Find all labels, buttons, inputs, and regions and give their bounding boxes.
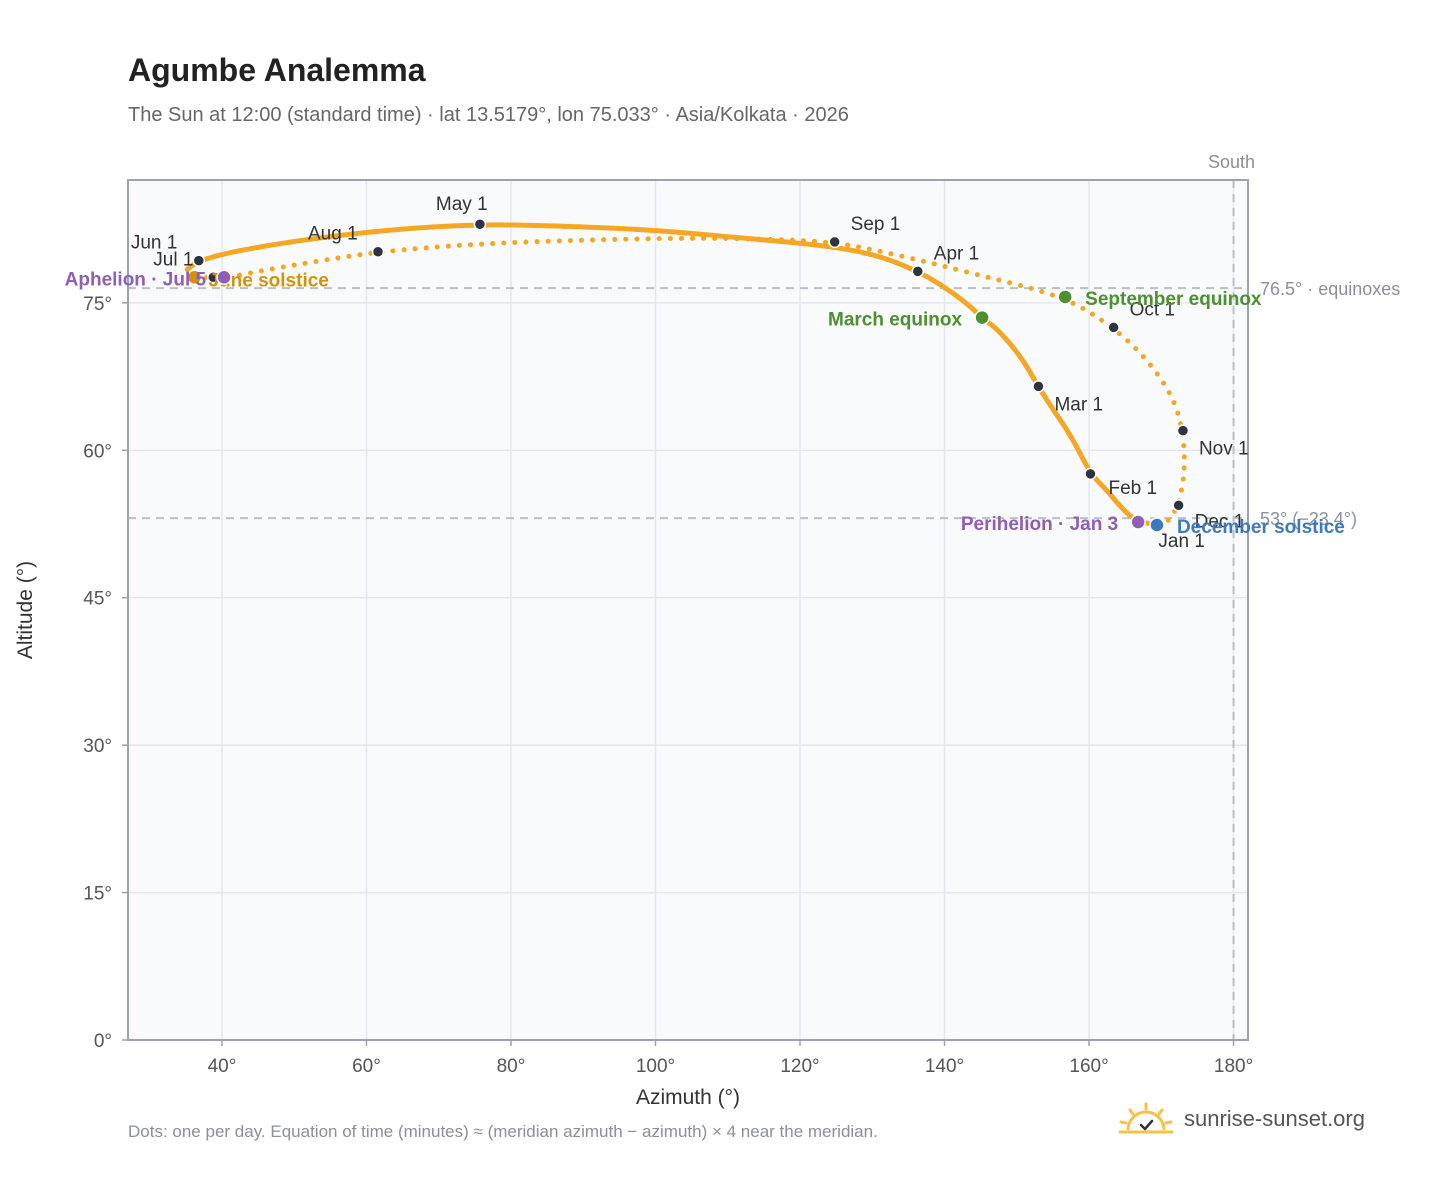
x-tick-label: 140° <box>925 1056 964 1077</box>
month-marker <box>473 217 487 231</box>
event-marker <box>216 269 232 286</box>
x-tick-label: 100° <box>636 1056 675 1077</box>
month-marker <box>1107 321 1120 334</box>
month-label: Sep 1 <box>851 214 901 235</box>
plot-frame <box>127 179 1249 1041</box>
month-label: Jul 1 <box>153 249 193 270</box>
reference-line-label: 76.5° · equinoxes <box>1260 279 1400 299</box>
event-marker <box>974 309 990 326</box>
event-label: Perihelion · Jan 3 <box>961 514 1118 535</box>
analemma-curve <box>184 222 1187 528</box>
axes: 40° 60° 80° 100° 120° 140° 160° 180° 0° 15° 30° 45°… <box>14 294 1253 1109</box>
x-axis-label: Azimuth (°) <box>636 1086 740 1109</box>
month-marker <box>192 254 206 267</box>
event-marker <box>1057 289 1073 305</box>
y-tick-label: 60° <box>83 441 112 462</box>
event-marker <box>1130 514 1146 530</box>
event-marker <box>1149 517 1165 533</box>
plot-area <box>128 180 1248 1040</box>
event-markers: March equinox September equinox June solst… <box>65 269 1345 538</box>
month-label: Mar 1 <box>1054 394 1103 415</box>
month-label: Aug 1 <box>308 224 358 245</box>
sun-check-icon <box>1118 1102 1174 1134</box>
event-label: September equinox <box>1085 289 1262 310</box>
month-label: Jun 1 <box>131 233 177 254</box>
month-marker <box>1084 467 1097 481</box>
event-label: March equinox <box>828 310 963 331</box>
month-marker <box>1176 424 1190 437</box>
analemma-curve-firsthalf <box>184 222 1161 528</box>
y-tick-label: 45° <box>83 589 112 610</box>
chart-subtitle: The Sun at 12:00 (standard time) · lat 1… <box>128 104 849 126</box>
south-label: South <box>1208 152 1255 172</box>
month-label: Nov 1 <box>1199 439 1249 460</box>
y-tick-label: 15° <box>83 884 112 905</box>
month-label: Feb 1 <box>1108 478 1157 499</box>
month-marker <box>1172 499 1185 512</box>
y-tick-label: 75° <box>83 294 112 315</box>
y-axis-label: Altitude (°) <box>14 561 37 659</box>
month-label: Dec 1 <box>1195 511 1245 532</box>
month-marker <box>1032 380 1045 393</box>
month-label: Apr 1 <box>934 243 979 264</box>
y-tick-label: 30° <box>83 736 112 757</box>
event-label: December solstice <box>1177 517 1345 538</box>
month-label: Jan 1 <box>1158 531 1204 552</box>
event-label: Aphelion · Jul 5 <box>65 269 207 290</box>
brand[interactable]: sunrise-sunset.org <box>1118 1102 1365 1136</box>
x-tick-label: 40° <box>208 1056 237 1077</box>
event-marker <box>186 269 203 286</box>
month-marker <box>911 265 925 278</box>
chart-title: Agumbe Analemma <box>128 52 426 88</box>
event-label: June solstice <box>208 270 328 291</box>
month-marker <box>828 235 841 249</box>
reference-line-label: 53° (−23.4°) <box>1260 509 1357 529</box>
analemma-curve-secondhalf <box>184 235 1187 528</box>
month-label: Oct 1 <box>1130 299 1175 320</box>
x-tick-label: 180° <box>1214 1056 1253 1077</box>
x-tick-label: 80° <box>497 1056 526 1077</box>
month-label: May 1 <box>436 194 488 215</box>
x-tick-label: 120° <box>780 1056 819 1077</box>
brand-name: sunrise-sunset.org <box>1184 1106 1365 1131</box>
y-tick-label: 0° <box>94 1031 112 1052</box>
reference-lines: South 76.5° · equinoxes 53° (−23.4°) <box>128 152 1400 1040</box>
month-marker <box>371 245 385 258</box>
x-tick-label: 60° <box>352 1056 381 1077</box>
footnote: Dots: one per day. Equation of time (min… <box>128 1122 878 1141</box>
x-tick-label: 160° <box>1069 1056 1108 1077</box>
